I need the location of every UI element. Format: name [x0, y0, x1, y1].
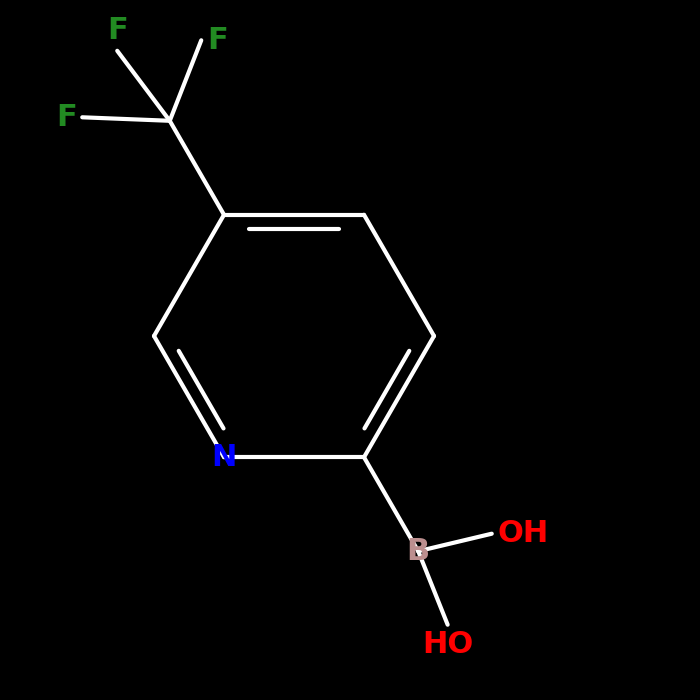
Text: N: N — [211, 442, 237, 472]
Text: F: F — [56, 103, 77, 132]
Text: F: F — [107, 16, 127, 46]
Text: OH: OH — [497, 519, 549, 548]
Text: B: B — [407, 537, 430, 566]
Text: F: F — [207, 26, 228, 55]
Text: HO: HO — [422, 630, 473, 659]
